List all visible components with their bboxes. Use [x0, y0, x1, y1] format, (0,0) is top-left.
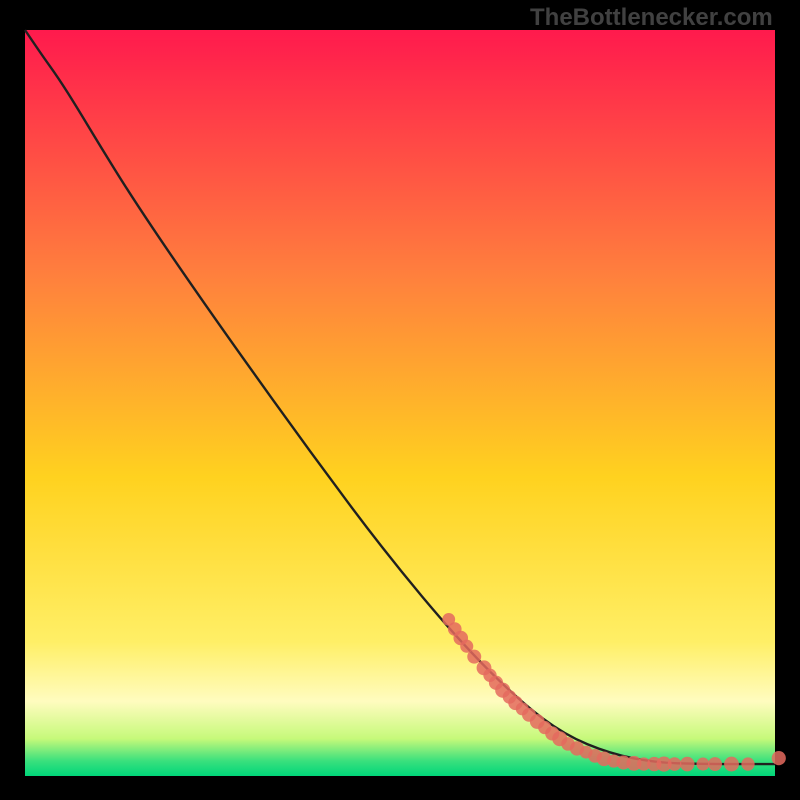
watermark-text: TheBottlenecker.com	[530, 4, 773, 32]
data-marker	[724, 757, 739, 772]
data-marker	[772, 751, 786, 765]
data-marker	[467, 650, 481, 664]
marker-group	[442, 613, 786, 772]
data-marker	[680, 757, 695, 772]
plot-overlay-svg	[0, 0, 800, 800]
data-marker	[668, 757, 682, 771]
chart-root: TheBottlenecker.com	[0, 0, 800, 800]
data-marker	[696, 758, 709, 771]
data-marker	[708, 757, 722, 771]
data-marker	[741, 757, 754, 770]
bottleneck-curve	[25, 30, 775, 764]
